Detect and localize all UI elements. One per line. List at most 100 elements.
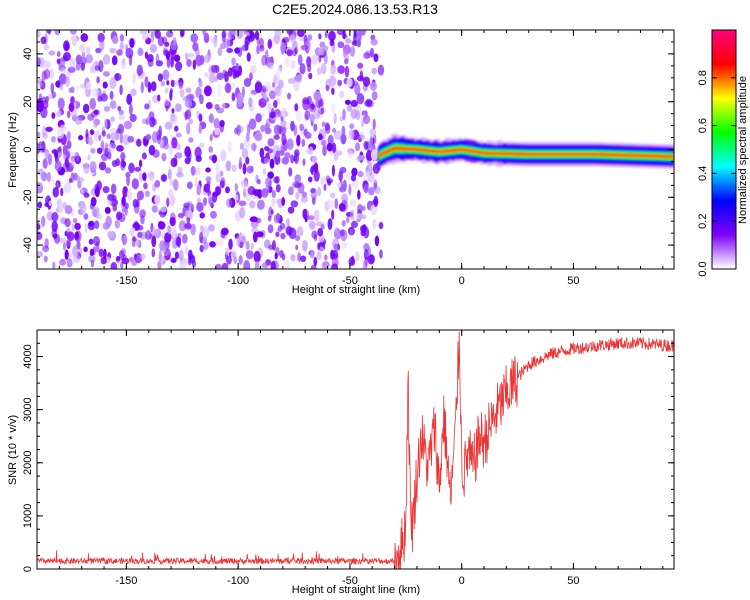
- noise-blob: [339, 166, 347, 174]
- noise-blob: [107, 230, 115, 239]
- noise-blob: [125, 47, 134, 59]
- noise-blob: [178, 249, 184, 261]
- snr-ytick-label: 0: [22, 566, 34, 572]
- noise-blob: [110, 143, 117, 149]
- noise-blob: [139, 209, 146, 218]
- noise-blob: [349, 123, 355, 130]
- noise-blob: [141, 152, 147, 160]
- noise-blob: [74, 84, 82, 90]
- noise-blob: [216, 72, 225, 81]
- spectrogram-content: [37, 30, 674, 269]
- noise-blob: [323, 45, 329, 52]
- noise-blob: [64, 218, 71, 228]
- noise-blob: [363, 52, 371, 59]
- noise-blob: [268, 206, 273, 218]
- noise-blob: [349, 209, 355, 221]
- noise-blob: [163, 49, 170, 57]
- noise-blob: [299, 63, 306, 75]
- noise-blob: [245, 156, 250, 165]
- noise-blob: [275, 67, 283, 76]
- snr-background: [37, 330, 674, 569]
- noise-blob: [243, 77, 252, 87]
- noise-blob: [164, 121, 173, 130]
- noise-blob: [245, 122, 250, 129]
- noise-blob: [287, 77, 296, 84]
- snr-ylabel: SNR (10 * v/v): [7, 415, 19, 485]
- noise-blob: [80, 188, 84, 196]
- noise-blob: [309, 250, 315, 259]
- noise-blob: [105, 220, 110, 229]
- noise-blob: [68, 102, 75, 113]
- noise-blob: [160, 174, 168, 182]
- noise-blob: [302, 158, 306, 166]
- noise-blob: [69, 58, 76, 69]
- noise-blob: [267, 62, 274, 70]
- noise-blob: [79, 56, 87, 65]
- noise-blob: [149, 43, 157, 53]
- noise-blob: [58, 202, 64, 214]
- noise-blob: [83, 246, 88, 253]
- noise-blob: [190, 165, 196, 176]
- noise-blob: [173, 54, 181, 62]
- noise-blob: [65, 239, 72, 247]
- noise-blob: [341, 193, 349, 205]
- noise-blob: [353, 32, 357, 45]
- noise-blob: [341, 219, 346, 227]
- noise-blob: [307, 34, 313, 41]
- noise-blob: [161, 152, 167, 162]
- noise-blob: [126, 93, 133, 105]
- noise-blob: [260, 188, 269, 198]
- noise-blob: [107, 147, 112, 153]
- noise-blob: [318, 46, 325, 56]
- noise-blob: [342, 108, 346, 121]
- noise-blob: [348, 128, 355, 141]
- noise-blob: [164, 99, 170, 106]
- noise-blob: [40, 36, 47, 45]
- noise-blob: [195, 47, 200, 57]
- noise-blob: [47, 30, 52, 35]
- noise-blob: [175, 61, 183, 72]
- noise-blob: [178, 81, 183, 89]
- noise-blob: [377, 64, 385, 76]
- noise-blob: [339, 116, 344, 122]
- spectrogram-xtick-label: 50: [567, 275, 579, 287]
- noise-blob: [66, 231, 75, 242]
- noise-blob: [369, 254, 375, 263]
- noise-blob: [275, 213, 281, 222]
- noise-blob: [90, 259, 95, 268]
- noise-blob: [152, 118, 157, 126]
- noise-blob: [256, 199, 265, 210]
- noise-blob: [290, 59, 296, 70]
- noise-blob: [228, 238, 233, 250]
- noise-blob: [324, 30, 328, 39]
- noise-blob: [70, 86, 75, 94]
- noise-blob: [41, 140, 46, 152]
- noise-blob: [302, 99, 310, 111]
- noise-blob: [290, 154, 295, 164]
- noise-blob: [254, 30, 260, 40]
- noise-blob: [150, 81, 157, 92]
- noise-blob: [329, 39, 335, 47]
- noise-blob: [42, 132, 49, 140]
- noise-blob: [160, 139, 164, 149]
- noise-blob: [224, 82, 232, 94]
- noise-blob: [88, 255, 96, 263]
- noise-blob: [170, 114, 178, 125]
- noise-blob: [150, 31, 155, 43]
- noise-blob: [59, 258, 67, 266]
- noise-blob: [232, 72, 237, 80]
- noise-blob: [93, 130, 101, 142]
- noise-blob: [120, 58, 127, 70]
- noise-blob: [357, 62, 364, 69]
- noise-blob: [274, 85, 282, 97]
- noise-blob: [90, 147, 96, 154]
- noise-blob: [171, 137, 178, 149]
- noise-blob: [187, 52, 195, 58]
- noise-blob: [98, 134, 102, 141]
- noise-blob: [165, 30, 174, 38]
- noise-blob: [220, 176, 226, 188]
- noise-blob: [48, 200, 52, 207]
- noise-blob: [245, 35, 252, 41]
- noise-blob: [48, 68, 55, 80]
- noise-blob: [120, 197, 125, 205]
